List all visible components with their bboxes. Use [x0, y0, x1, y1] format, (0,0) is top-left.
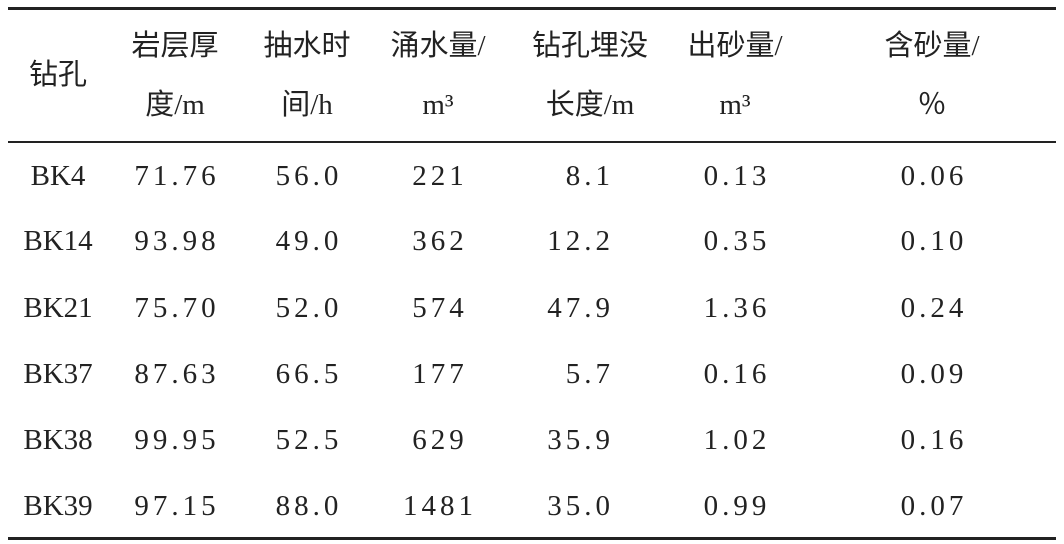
header-cell: 长度/m — [545, 89, 635, 121]
header-cell: 度/m — [145, 89, 205, 121]
table-cell: 0.06 — [900, 160, 968, 192]
header-cell: 钻孔埋没 — [531, 30, 649, 62]
table-cell: 362 — [412, 225, 468, 257]
table-cell: 35.9 — [547, 424, 614, 456]
table-cell: 47.9 — [547, 292, 614, 324]
header-cell: ％ — [917, 89, 947, 121]
table-cell: BK39 — [23, 490, 93, 522]
table-cell: 629 — [412, 424, 468, 456]
header-cell: 含砂量/ — [884, 30, 980, 62]
table-cell: 0.07 — [900, 490, 968, 522]
table-cell: BK14 — [23, 225, 93, 257]
table-cell: 66.5 — [275, 358, 343, 390]
header-cell: 抽水时 — [263, 30, 351, 62]
table-cell: 35.0 — [547, 490, 614, 522]
table-cell: 221 — [412, 160, 468, 192]
header-cell: m³ — [422, 89, 454, 121]
table-cell: 49.0 — [275, 225, 343, 257]
table-cell: BK21 — [23, 292, 93, 324]
table-cell: 0.16 — [900, 424, 968, 456]
table-cell: 0.16 — [703, 358, 771, 390]
table-cell: 1.36 — [703, 292, 771, 324]
table-cell: 75.70 — [134, 292, 220, 324]
header-rule — [8, 141, 1056, 143]
table-cell: 0.09 — [900, 358, 968, 390]
header-cell: 岩层厚 — [131, 30, 219, 62]
table-cell: BK37 — [23, 358, 93, 390]
table-cell: 0.24 — [900, 292, 968, 324]
bottom-rule — [8, 537, 1056, 540]
table-cell: BK4 — [30, 160, 86, 192]
table-cell: 1.02 — [703, 424, 771, 456]
header-cell: 钻孔 — [28, 59, 88, 91]
table-cell: 0.10 — [900, 225, 968, 257]
table-cell: 0.35 — [703, 225, 771, 257]
header-cell: 间/h — [281, 89, 333, 121]
table-cell: 99.95 — [134, 424, 220, 456]
table-cell: 52.5 — [275, 424, 343, 456]
table-cell: 0.13 — [703, 160, 771, 192]
table-cell: 574 — [412, 292, 468, 324]
table-cell: 1481 — [403, 490, 477, 522]
table-cell: 8.1 — [565, 160, 614, 192]
table-cell: 87.63 — [134, 358, 220, 390]
header-cell: 出砂量/ — [687, 30, 783, 62]
table-cell: 12.2 — [547, 225, 614, 257]
top-rule — [8, 7, 1056, 10]
table-cell: 88.0 — [275, 490, 343, 522]
table-cell: BK38 — [23, 424, 93, 456]
table-cell: 97.15 — [134, 490, 220, 522]
header-cell: 涌水量/ — [390, 30, 486, 62]
table-cell: 71.76 — [134, 160, 220, 192]
header-cell: m³ — [719, 89, 751, 121]
table-cell: 5.7 — [565, 358, 614, 390]
table-cell: 52.0 — [275, 292, 343, 324]
table-cell: 0.99 — [703, 490, 771, 522]
table-cell: 177 — [412, 358, 468, 390]
table-cell: 93.98 — [134, 225, 220, 257]
table-cell: 56.0 — [275, 160, 343, 192]
